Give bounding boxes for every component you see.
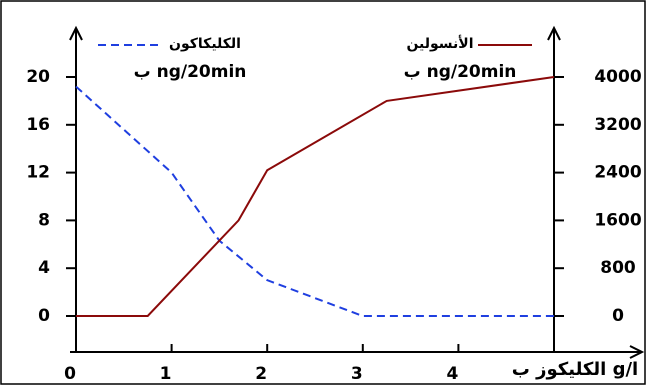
- x-tick-label: 0: [64, 364, 76, 384]
- y2-tick-label: 1600: [594, 210, 641, 230]
- y2-tick-label: 4000: [594, 67, 641, 87]
- x-tick-label: 4: [446, 364, 458, 384]
- y-tick-label: 0: [38, 306, 50, 326]
- legend-label: الكليكاكون: [169, 36, 241, 52]
- y-tick-label: 20: [26, 67, 50, 87]
- series-line: [76, 76, 555, 317]
- y2-arrow: [547, 25, 561, 41]
- y-tick-label: 8: [38, 210, 50, 230]
- series-line: [75, 85, 554, 317]
- y-tick-label: 16: [26, 115, 50, 135]
- y2-tick-label: 3200: [594, 115, 641, 135]
- y-tick-label: 4: [38, 258, 50, 278]
- x-tick-label: 2: [255, 364, 267, 384]
- y2-tick-label: 2400: [594, 163, 641, 183]
- y2-unit: ب ng/20min: [404, 62, 517, 82]
- y-unit: ب ng/20min: [134, 62, 247, 82]
- legend-label: الأنسولين: [406, 35, 473, 52]
- y2-tick-label: 0: [612, 306, 624, 326]
- x-tick-label: 3: [351, 364, 363, 384]
- x-arrow: [629, 345, 645, 359]
- y-tick-label: 12: [26, 163, 50, 183]
- y-arrow: [69, 25, 83, 41]
- y2-tick-label: 800: [600, 258, 636, 278]
- x-tick-label: 1: [160, 364, 172, 384]
- x-label: الكليكوز ب g/l: [512, 359, 638, 380]
